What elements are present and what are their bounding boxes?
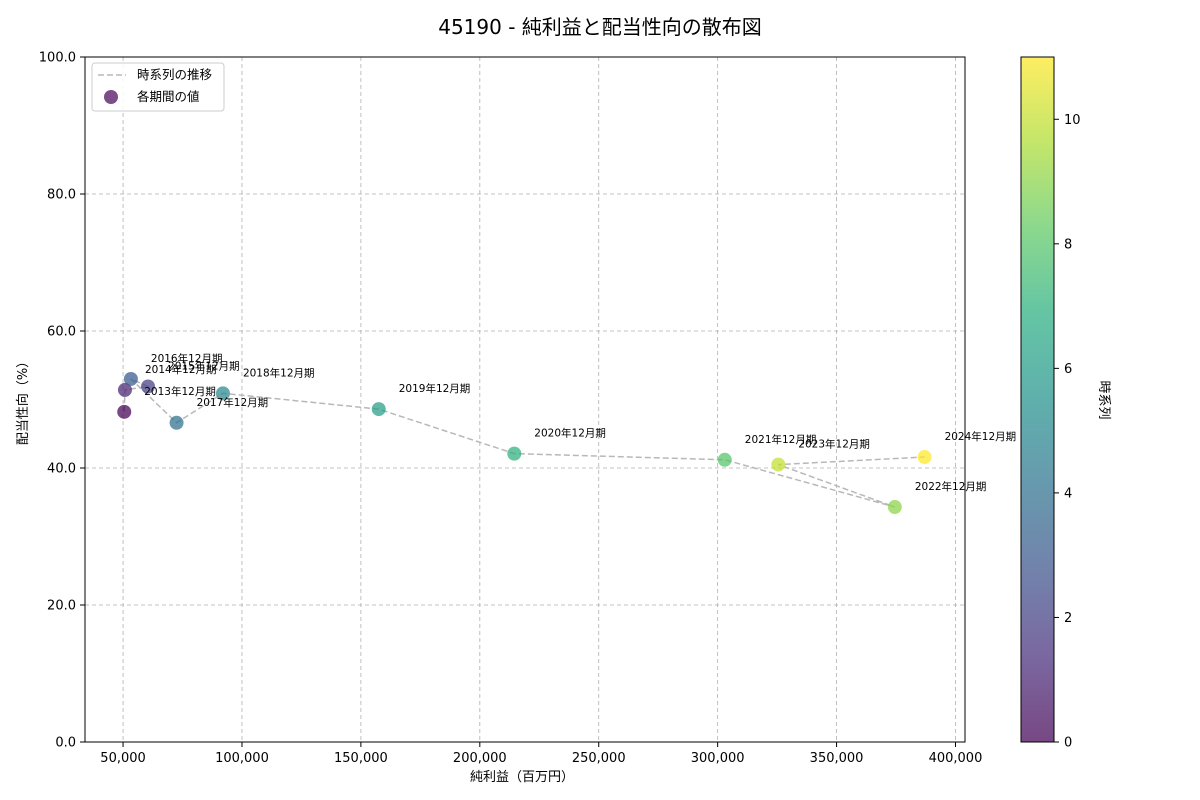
x-tick-label: 100,000 [215,751,269,766]
point-label: 2024年12月期 [945,430,1017,443]
point-label: 2019年12月期 [399,382,471,395]
point-label: 2023年12月期 [798,438,870,451]
plot-frame [84,56,966,743]
point-label: 2018年12月期 [243,366,315,379]
legend-point-swatch [104,90,118,104]
x-axis: 50,000 100,000 150,000 200,000 250,000 300,00… [100,742,982,766]
colorbar-tick-label: 0 [1064,736,1072,751]
point-label: 2022年12月期 [915,480,987,493]
colorbar-gradient [1020,56,1055,743]
y-tick-label: 0.0 [55,736,76,751]
colorbar-tick-label: 8 [1064,237,1072,252]
x-tick-label: 50,000 [100,751,146,766]
x-axis-label: 純利益（百万円） [470,770,574,785]
point-label: 2013年12月期 [144,385,216,398]
x-tick-label: 300,000 [691,751,745,766]
chart-title: 45190 - 純利益と配当性向の散布図 [438,15,762,39]
point-label: 2020年12月期 [534,427,606,440]
point-label: 2016年12月期 [151,352,223,365]
point-label: 2014年12月期 [145,363,217,376]
data-points [117,371,932,515]
colorbar-ticks: 0 2 4 6 8 10 [1054,113,1081,751]
x-tick-label: 250,000 [572,751,626,766]
data-point [117,404,132,419]
colorbar-tick-label: 10 [1064,113,1081,128]
point-label: 2021年12月期 [745,433,817,446]
data-point [917,450,932,465]
legend-entry-points: 各期間の値 [137,89,200,104]
y-axis-label: 配当性向（%） [15,355,31,445]
legend: 時系列の推移 各期間の値 [91,62,225,112]
data-point [771,457,786,472]
colorbar: 0 2 4 6 8 10 時系列 [1020,56,1111,751]
legend-entry-trend: 時系列の推移 [137,67,212,82]
y-tick-label: 20.0 [47,599,76,614]
data-point [141,379,156,394]
data-point [507,446,522,461]
data-point [169,415,184,430]
point-label: 2017年12月期 [197,396,269,409]
point-label: 2015年12月期 [168,359,240,372]
y-axis: 0.0 20.0 40.0 60.0 80.0 100.0 [39,51,85,751]
x-tick-label: 200,000 [453,751,507,766]
grid [85,57,965,742]
data-point [123,371,138,386]
data-point [371,402,386,417]
colorbar-tick-label: 2 [1064,611,1072,626]
y-tick-label: 80.0 [47,188,76,203]
x-tick-label: 350,000 [810,751,864,766]
colorbar-label: 時系列 [1096,380,1111,419]
x-tick-label: 150,000 [334,751,388,766]
data-point [717,452,732,467]
data-point [887,500,902,515]
colorbar-tick-label: 4 [1064,486,1072,501]
colorbar-tick-label: 6 [1064,362,1072,377]
data-point [117,382,132,397]
x-tick-label: 400,000 [929,751,983,766]
y-tick-label: 60.0 [47,325,76,340]
y-tick-label: 100.0 [39,51,76,66]
y-tick-label: 40.0 [47,462,76,477]
data-point [215,386,230,401]
